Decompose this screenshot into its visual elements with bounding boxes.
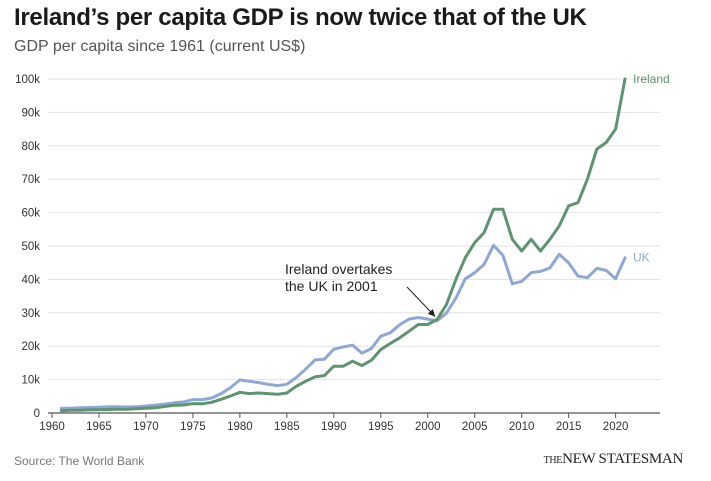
y-tick-label: 0	[34, 408, 40, 420]
x-tick-label: 1980	[227, 421, 253, 433]
x-tick-label: 1975	[180, 421, 206, 433]
y-tick-label: 70k	[21, 174, 40, 186]
y-tick-label: 80k	[21, 141, 40, 153]
y-tick-label: 20k	[21, 341, 40, 353]
x-tick-label: 2005	[462, 421, 488, 433]
x-tick-label: 2010	[509, 421, 535, 433]
annotation-text: the UK in 2001	[285, 278, 378, 294]
x-tick-label: 2000	[415, 421, 441, 433]
y-tick-label: 100k	[15, 74, 40, 86]
series-lines	[59, 77, 627, 413]
x-tick-label: 2020	[603, 421, 629, 433]
annotation-text: Ireland overtakes	[285, 261, 392, 277]
source-note: Source: The World Bank	[14, 454, 145, 468]
y-tick-label: 10k	[21, 375, 40, 387]
x-tick-label: 1970	[133, 421, 159, 433]
x-tick-label: 1965	[86, 421, 112, 433]
gridlines	[48, 78, 660, 414]
y-tick-label: 60k	[21, 208, 40, 220]
x-tick-label: 1960	[39, 421, 65, 433]
brand-logo: THENEW STATESMAN	[543, 451, 684, 467]
series-label-ireland: Ireland	[633, 72, 670, 86]
series-line-ireland	[59, 77, 627, 413]
chart-subtitle: GDP per capita since 1961 (current US$)	[14, 38, 306, 55]
y-tick-label: 30k	[21, 308, 40, 320]
x-tick-label: 1985	[274, 421, 300, 433]
y-tick-label: 90k	[21, 107, 40, 119]
series-labels: Ireland UK	[633, 72, 670, 265]
series-line-uk	[59, 243, 627, 410]
annotation-arrow-head	[427, 308, 436, 317]
x-tick-label: 1990	[321, 421, 347, 433]
x-tick-label: 1995	[368, 421, 394, 433]
x-axis-tick-labels: 1960 1965 1970 1975 1980 1985 1990 1995 2000 2005…	[39, 413, 628, 433]
series-label-uk: UK	[633, 251, 650, 265]
y-axis-tick-labels: 0 10k 20k 30k 40k 50k 60k 70k 80k 90k 100k	[15, 74, 40, 420]
y-tick-label: 50k	[21, 241, 40, 253]
chart-title: Ireland’s per capita GDP is now twice th…	[14, 4, 587, 31]
y-tick-label: 40k	[21, 274, 40, 286]
x-tick-label: 2015	[556, 421, 582, 433]
